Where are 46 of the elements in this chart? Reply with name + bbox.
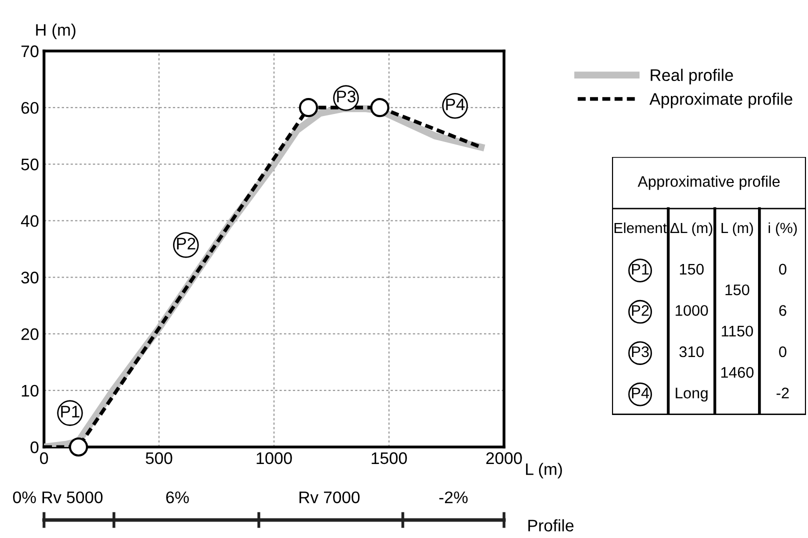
- x-tick-label: 1000: [256, 452, 292, 464]
- text: Approximative profile: [638, 176, 780, 190]
- text: 0: [779, 346, 786, 358]
- x-tick-label: 2000: [486, 452, 522, 464]
- text: Rv 7000: [300, 491, 360, 504]
- y-tick-label: 30: [21, 272, 38, 284]
- legend-label: Approximate profile: [649, 92, 792, 108]
- y-tick-label: 50: [21, 158, 38, 170]
- text: ΔL (m): [670, 222, 712, 236]
- x-tick-label: 1500: [372, 452, 407, 464]
- text: P1: [632, 264, 649, 274]
- annotation: P2: [177, 238, 196, 250]
- legend-label: Real profile: [650, 68, 733, 84]
- text: -2%: [439, 491, 468, 504]
- text: 6%: [166, 491, 189, 504]
- text: Long: [676, 388, 708, 402]
- x-tick-label: 0: [40, 452, 48, 464]
- text: 0% Rv 5000: [13, 491, 103, 504]
- y-tick-label: 20: [21, 328, 38, 340]
- text: 150: [726, 284, 750, 296]
- x-axis-title: L (m): [526, 462, 562, 478]
- text: P4: [632, 388, 650, 398]
- y-axis-title: H (m): [36, 24, 76, 40]
- text: 150: [680, 264, 704, 275]
- y-tick-label: 60: [21, 102, 38, 114]
- y-tick-label: 0: [30, 441, 38, 454]
- text: -2: [776, 388, 789, 398]
- text: P2: [632, 305, 649, 316]
- text: L (m): [722, 222, 753, 236]
- text: 0: [779, 264, 786, 275]
- x-tick-label: 500: [146, 452, 172, 464]
- text: 1460: [721, 367, 754, 378]
- text: i (%): [768, 222, 797, 236]
- y-tick-label: 40: [20, 215, 38, 227]
- text: Profile: [528, 519, 574, 532]
- text: P3: [632, 346, 649, 358]
- annotation: P3: [337, 90, 356, 102]
- text: 1150: [722, 326, 753, 337]
- annotation: P4: [446, 98, 465, 110]
- y-tick-label: 70: [21, 45, 38, 58]
- y-tick-label: 10: [22, 384, 38, 397]
- text: 310: [679, 346, 704, 358]
- text: Element: [614, 222, 667, 234]
- text: 1000: [676, 305, 708, 316]
- annotation: P1: [61, 406, 80, 418]
- text: 6: [779, 305, 786, 316]
